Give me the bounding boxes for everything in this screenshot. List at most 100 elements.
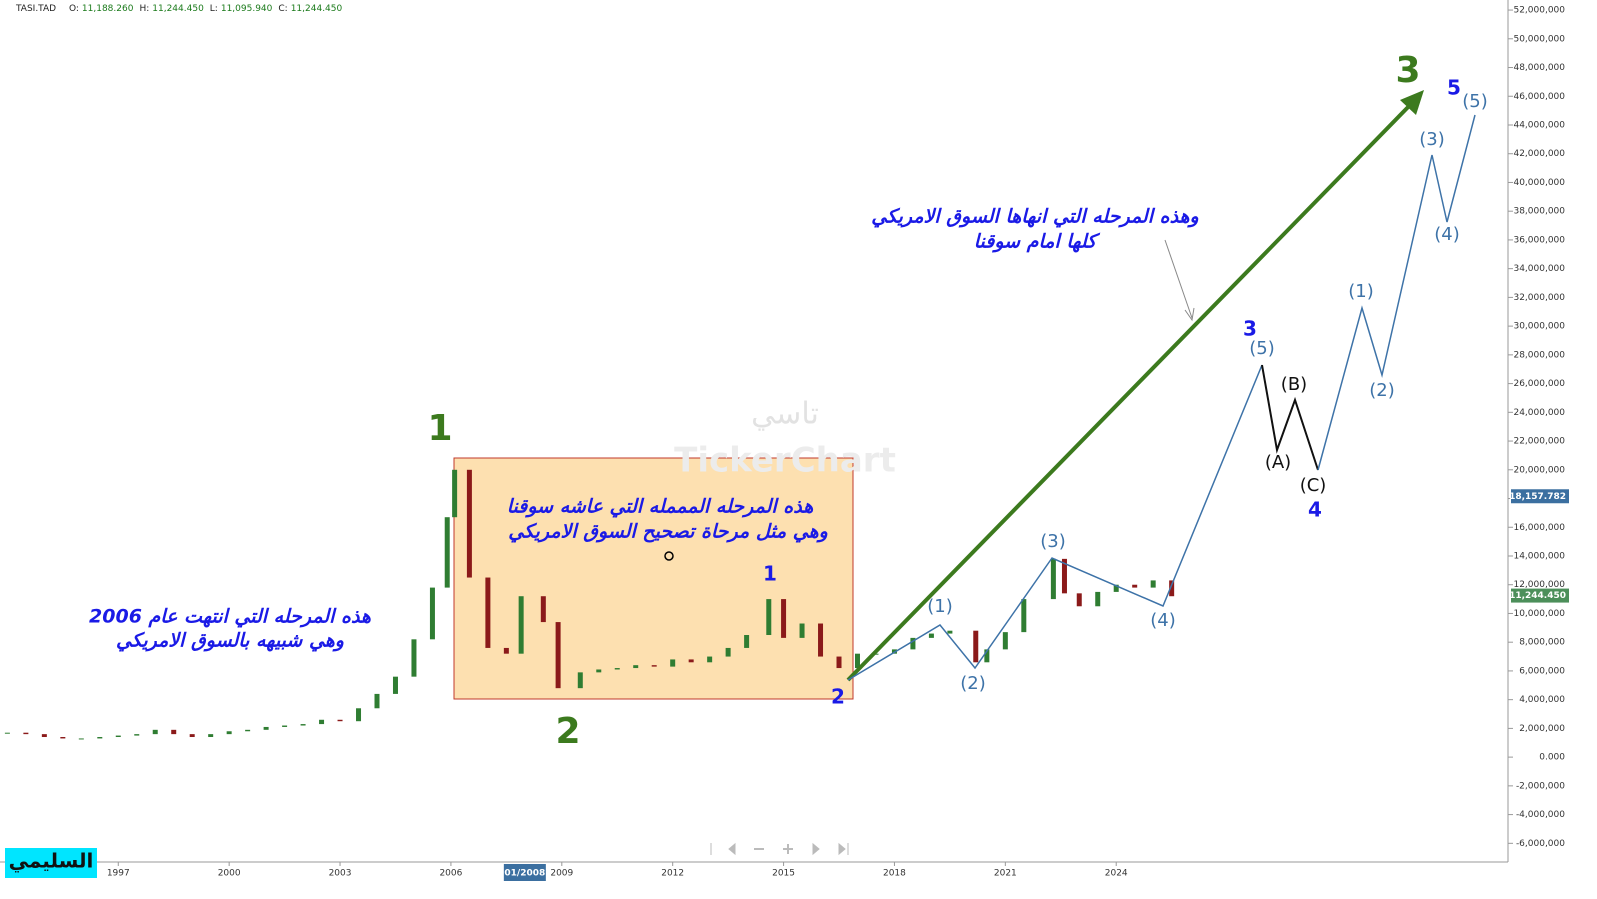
candle bbox=[1002, 632, 1008, 650]
cursor-box bbox=[503, 864, 546, 881]
ohlc-value: 11,095.940 bbox=[220, 4, 273, 14]
y-tick-label: 24,000,000 bbox=[1513, 408, 1565, 418]
y-tick-label: 14,000,000 bbox=[1513, 551, 1565, 561]
candle bbox=[115, 735, 121, 738]
candle bbox=[973, 630, 979, 663]
candle bbox=[1132, 584, 1138, 588]
candle bbox=[466, 469, 472, 578]
x-tick-label: 2012 bbox=[661, 869, 684, 879]
wave-label: (1) bbox=[1348, 281, 1374, 302]
candle bbox=[171, 729, 177, 735]
candle bbox=[189, 734, 195, 738]
candle bbox=[337, 719, 343, 722]
wave-label: 1 bbox=[427, 408, 452, 449]
note: هذه المرحله التي انتهت عام 2006 bbox=[89, 606, 371, 628]
y-tick-label: 52,000,000 bbox=[1513, 6, 1565, 16]
candle bbox=[134, 734, 140, 736]
wave-label: (4) bbox=[1434, 224, 1460, 245]
wave-label: (1) bbox=[927, 596, 953, 617]
note: وهي مثل مرحاة تصحيح السوق الامريكي bbox=[508, 521, 828, 543]
candle bbox=[97, 737, 103, 739]
wave-label: 2 bbox=[555, 711, 580, 752]
y-tick-label: 6,000,000 bbox=[1519, 666, 1565, 676]
marker bbox=[664, 551, 674, 561]
candle bbox=[452, 469, 458, 518]
y-tick-label: 46,000,000 bbox=[1513, 92, 1565, 102]
correction-box bbox=[453, 457, 854, 700]
y-tick-label: 34,000,000 bbox=[1513, 264, 1565, 274]
wave-label: (A) bbox=[1265, 452, 1291, 473]
candle bbox=[226, 731, 232, 735]
wave-path bbox=[1317, 114, 1476, 471]
candle bbox=[4, 732, 10, 734]
candle bbox=[1150, 580, 1156, 588]
plot bbox=[4, 469, 1175, 740]
note: كلها امام سوقنا bbox=[974, 231, 1101, 253]
x-tick-label: 2021 bbox=[994, 869, 1017, 879]
candle bbox=[651, 665, 657, 667]
arrow-head bbox=[1400, 90, 1424, 115]
candle bbox=[503, 647, 509, 654]
candle bbox=[485, 577, 491, 648]
ohlc-header: TASI.TAD O: 11,188.260 H: 11,244.450 L: 11,09… bbox=[16, 4, 348, 14]
price-label: 18,157.782 bbox=[1509, 492, 1566, 502]
price-label: 11,244.450 bbox=[1509, 591, 1566, 601]
candle bbox=[1061, 558, 1067, 594]
candle bbox=[577, 672, 583, 689]
wave-path bbox=[847, 364, 1263, 681]
candle bbox=[60, 737, 66, 739]
abc-path bbox=[1261, 364, 1319, 471]
y-tick-label: 20,000,000 bbox=[1513, 465, 1565, 475]
trend-arrow bbox=[846, 98, 1417, 682]
nav-controls[interactable] bbox=[710, 842, 849, 856]
candle bbox=[392, 676, 398, 694]
candle bbox=[41, 734, 47, 738]
candle bbox=[984, 649, 990, 663]
candle bbox=[245, 729, 251, 732]
candle bbox=[411, 639, 417, 677]
candle bbox=[854, 653, 860, 669]
symbol: TASI.TAD bbox=[16, 4, 57, 14]
candle bbox=[928, 633, 934, 638]
candle bbox=[1076, 593, 1082, 607]
candle bbox=[555, 622, 561, 689]
note: وهذه المرحله التي انهاها السوق الامريكي bbox=[871, 206, 1198, 228]
y-tick-label: -6,000,000 bbox=[1516, 839, 1565, 849]
candle bbox=[208, 734, 214, 738]
candle bbox=[540, 596, 546, 623]
wave-label: 2 bbox=[831, 685, 845, 709]
y-tick-label: 0.000 bbox=[1539, 753, 1565, 763]
wave-label: (5) bbox=[1249, 338, 1275, 359]
candle bbox=[1113, 584, 1119, 592]
wave-label: 3 bbox=[1243, 317, 1257, 341]
cursor-label: 01/2008 bbox=[504, 869, 545, 879]
candle bbox=[1021, 599, 1027, 633]
y-tick-label: 44,000,000 bbox=[1513, 120, 1565, 130]
wave-label: 5 bbox=[1447, 76, 1461, 100]
watermark: تاسي bbox=[751, 397, 819, 432]
candle bbox=[766, 599, 772, 636]
wave-label: (C) bbox=[1300, 475, 1327, 496]
ohlc-value: 11,244.450 bbox=[290, 4, 343, 14]
x-tick-label: 2024 bbox=[1105, 869, 1128, 879]
candle bbox=[670, 659, 676, 667]
candle bbox=[633, 665, 639, 669]
y-tick-label: 40,000,000 bbox=[1513, 178, 1565, 188]
candle bbox=[725, 647, 731, 657]
y-tick-label: 42,000,000 bbox=[1513, 149, 1565, 159]
watermark: TickerChart bbox=[674, 441, 896, 481]
candle bbox=[688, 659, 694, 663]
candle bbox=[1169, 580, 1175, 597]
y-tick-label: 8,000,000 bbox=[1519, 638, 1565, 648]
ohlc-key: L: bbox=[209, 4, 218, 14]
y-tick-label: -2,000,000 bbox=[1516, 781, 1565, 791]
candle bbox=[818, 623, 824, 657]
pointer bbox=[1164, 239, 1193, 319]
wave-label: 1 bbox=[763, 562, 777, 586]
candle bbox=[263, 726, 269, 730]
candle bbox=[707, 656, 713, 663]
wave-label: 3 bbox=[1395, 50, 1420, 91]
y-tick-label: 28,000,000 bbox=[1513, 350, 1565, 360]
